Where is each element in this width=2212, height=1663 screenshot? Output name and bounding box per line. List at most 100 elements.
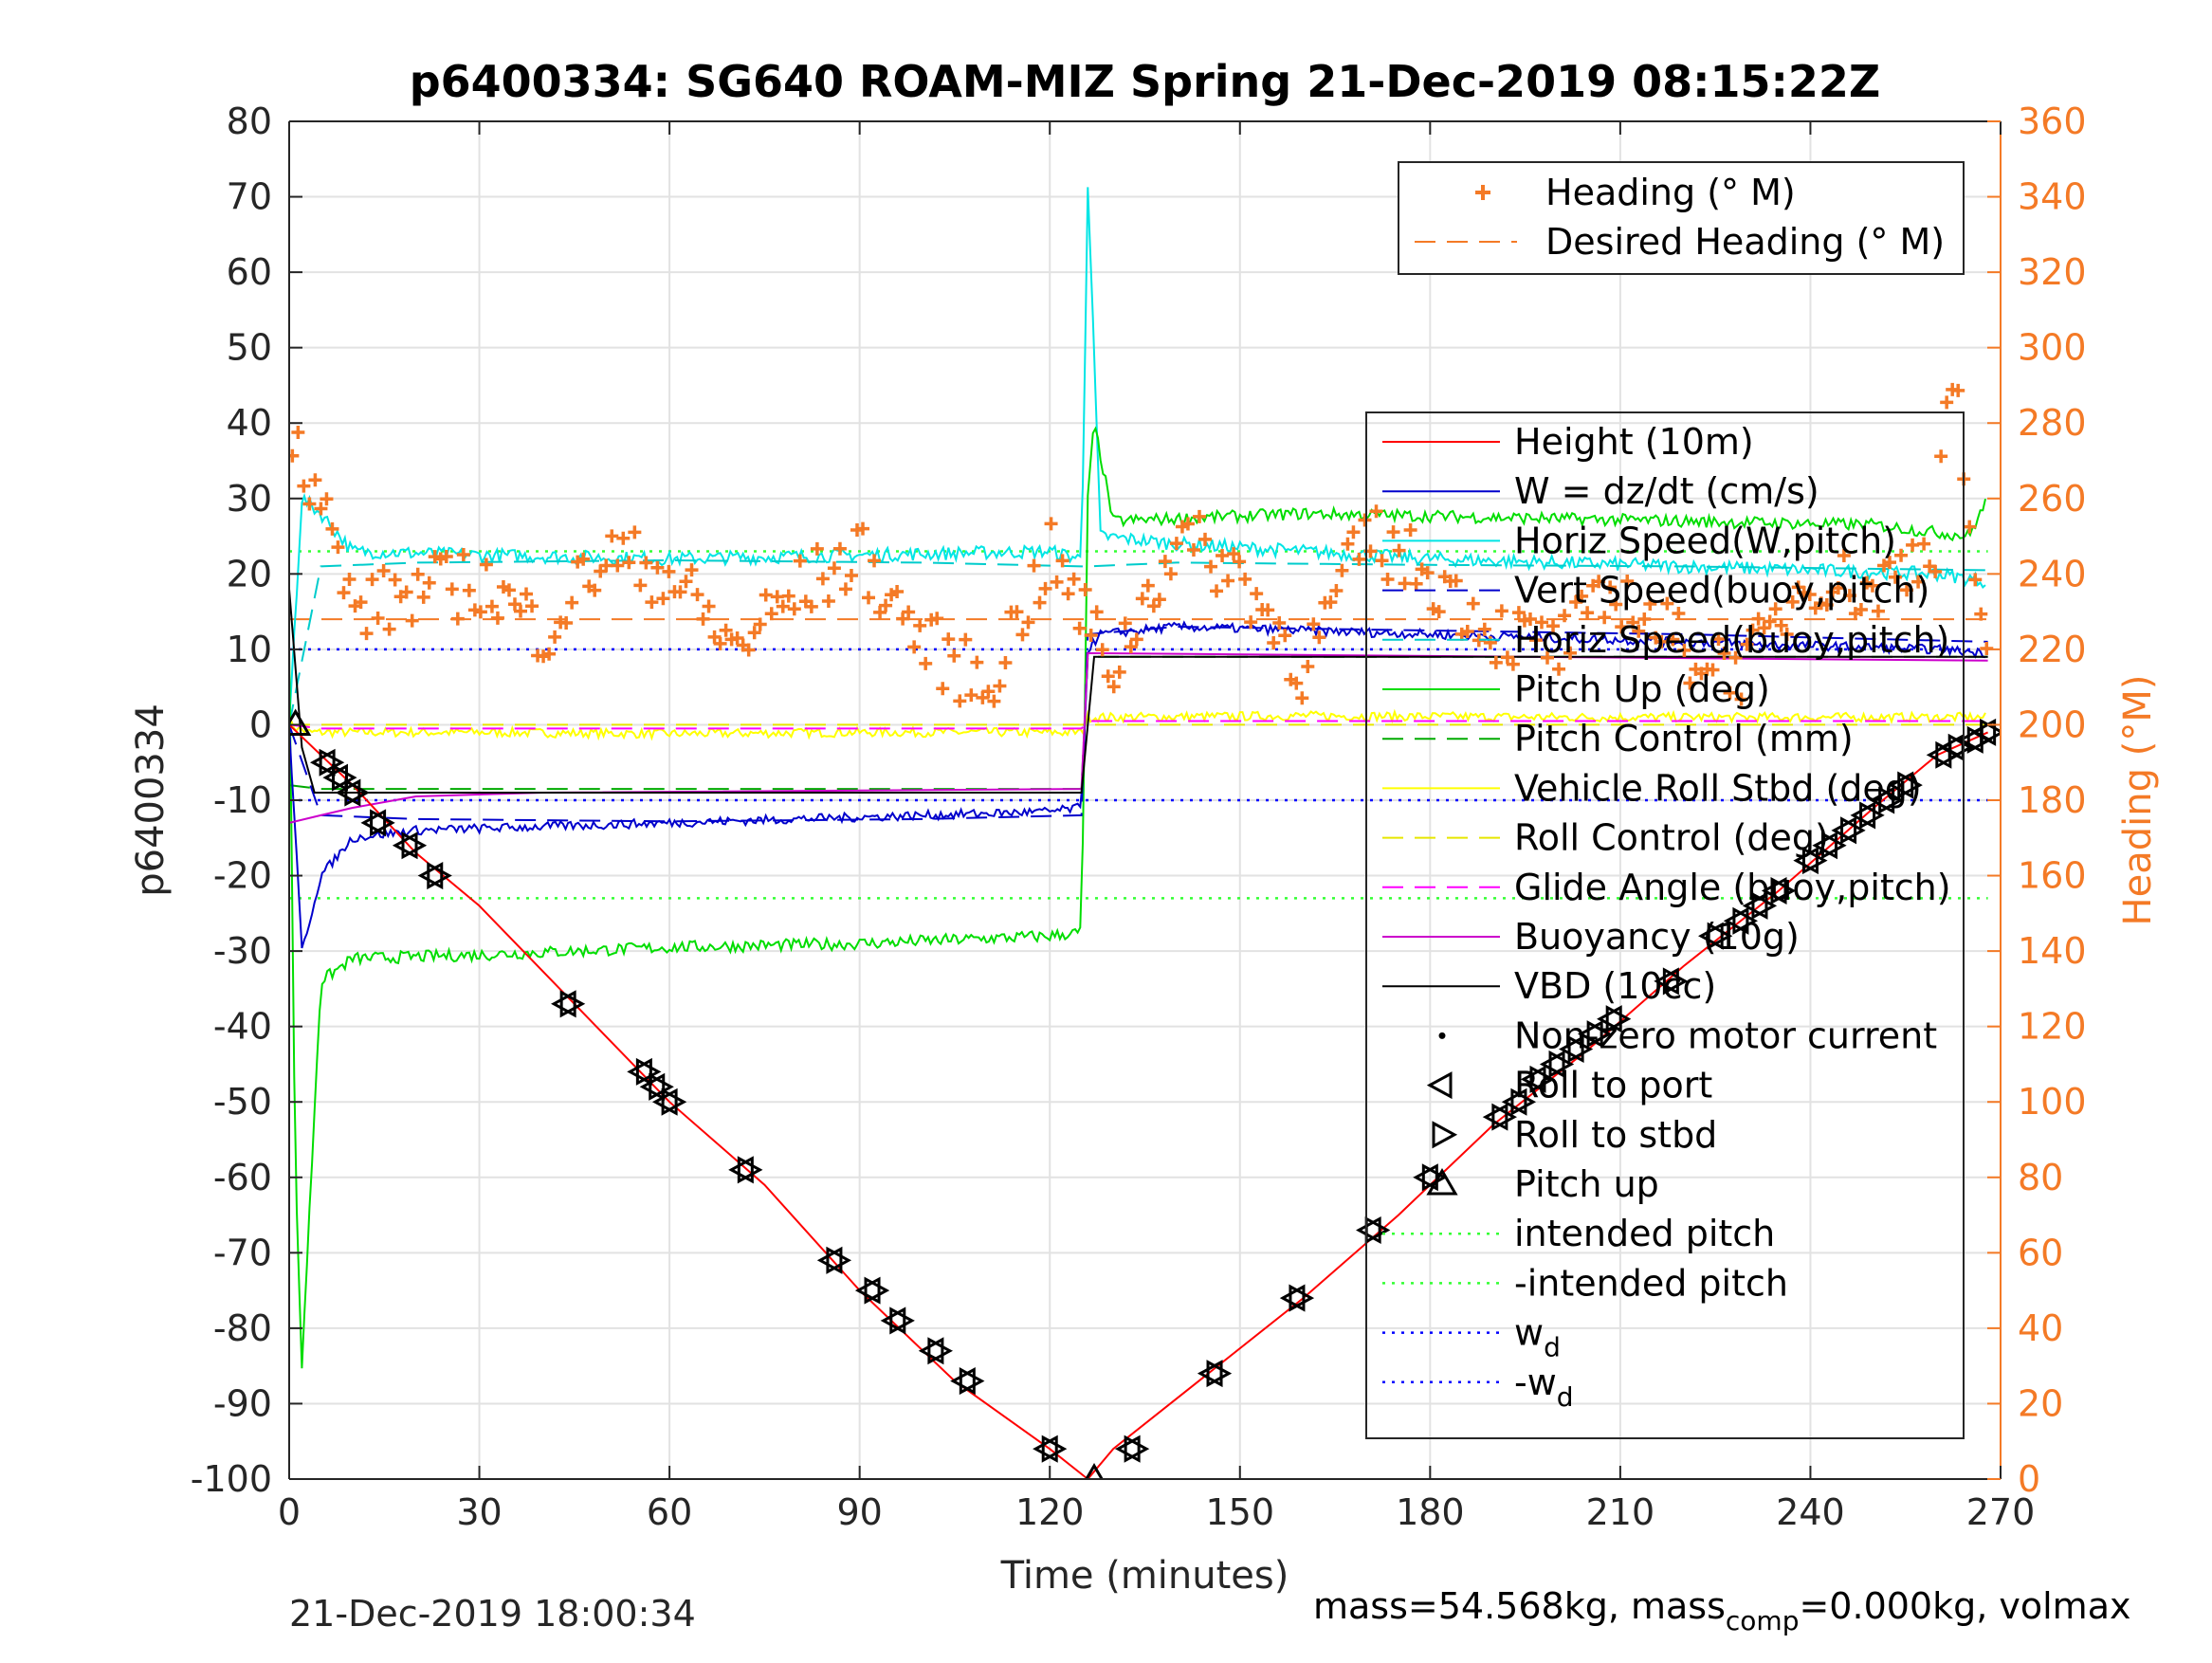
heading-point	[462, 583, 476, 597]
heading-point	[628, 525, 642, 539]
roll-to-stbd-marker	[319, 748, 345, 777]
footer-mass-info: mass=54.568kg, masscomp=0.000kg, volmax	[1313, 1585, 2130, 1636]
heading-point	[302, 497, 317, 511]
y-tick-label: -50	[213, 1081, 272, 1123]
heading-point	[930, 612, 944, 626]
heading-point	[342, 572, 356, 586]
heading-point	[314, 502, 328, 516]
series-horiz-speed-buoy-pitch	[289, 558, 1988, 725]
y2-tick-label: 60	[2018, 1232, 2063, 1273]
series-w-dz-dt-cm-s	[289, 620, 1986, 949]
mass-suffix: =0.000kg, volmax	[1799, 1585, 2131, 1627]
roll-to-port-marker	[1558, 1035, 1584, 1064]
heading-point	[1409, 576, 1423, 591]
heading-point	[1677, 643, 1691, 657]
legend-label: intended pitch	[1514, 1213, 1775, 1254]
heading-point	[832, 541, 847, 556]
heading-point	[719, 623, 733, 637]
y2-axis-label: Heading (°M)	[2116, 675, 2160, 926]
legend-main: Height (10m) W = dz/dt (cm/s) Horiz Speed(…	[1365, 411, 1965, 1439]
y-tick-label: -30	[213, 930, 272, 972]
heading-point	[1101, 669, 1115, 684]
x-tick-label: 90	[836, 1491, 882, 1533]
heading-point	[1802, 587, 1817, 601]
legend-label: Buoyancy (10g)	[1514, 916, 1800, 958]
roll-to-port-marker	[880, 1307, 906, 1335]
heading-point	[1603, 580, 1618, 594]
roll-to-port-marker	[627, 1057, 652, 1086]
x-tick-label: 270	[1966, 1491, 2036, 1533]
roll-to-port-marker	[1654, 967, 1679, 996]
heading-point	[1129, 632, 1143, 647]
heading-point	[1837, 549, 1851, 563]
heading-point	[1711, 631, 1726, 646]
heading-point	[1906, 538, 1920, 552]
legend-label: Horiz Speed(buoy,pitch)	[1514, 619, 1949, 661]
roll-to-port-marker	[1869, 786, 1895, 814]
y2-tick-label: 0	[2018, 1458, 2040, 1500]
heading-point	[325, 521, 339, 536]
heading-point	[559, 616, 574, 630]
heading-point	[815, 572, 830, 586]
heading-point	[1728, 650, 1743, 665]
heading-point	[673, 585, 687, 599]
heading-point	[1089, 605, 1104, 619]
heading-point	[902, 605, 916, 619]
heading-point	[879, 598, 893, 612]
heading-point	[1528, 633, 1543, 648]
heading-point	[1968, 573, 1983, 587]
heading-point	[289, 448, 300, 463]
roll-to-stbd-marker	[1897, 771, 1923, 799]
roll-to-stbd-marker	[331, 763, 357, 792]
roll-to-port-marker	[551, 990, 576, 1018]
heading-point	[1865, 578, 1879, 593]
heading-point	[696, 612, 710, 626]
roll-to-stbd-marker	[1751, 891, 1778, 920]
x-tick-label: 30	[456, 1491, 502, 1533]
heading-point	[371, 612, 385, 626]
series-vehicle-roll-stbd-deg	[289, 708, 1986, 741]
legend-label: -wd	[1514, 1361, 1574, 1413]
heading-point	[947, 649, 961, 663]
heading-point	[1295, 691, 1309, 705]
series-vert-speed-buoy-pitch	[289, 625, 1988, 823]
heading-point	[936, 682, 950, 696]
y2-tick-label: 220	[2018, 629, 2087, 670]
heading-point	[588, 583, 602, 597]
y-tick-label: -40	[213, 1006, 272, 1048]
heading-point	[1854, 602, 1868, 616]
roll-to-port-marker	[1793, 847, 1819, 875]
roll-to-port-marker	[918, 1337, 944, 1365]
roll-to-port-marker	[1888, 771, 1914, 799]
roll-to-stbd-marker	[1966, 725, 1993, 754]
heading-point	[1592, 575, 1606, 589]
x-tick-label: 150	[1206, 1491, 1275, 1533]
heading-point	[1033, 595, 1047, 610]
roll-to-stbd-marker	[927, 1337, 954, 1365]
roll-to-port-marker	[1742, 891, 1768, 920]
heading-point	[359, 627, 374, 641]
legend-symbol-stbd	[1432, 1121, 1458, 1149]
heading-point	[856, 521, 870, 536]
heading-point	[1615, 620, 1629, 634]
legend-main-box	[1365, 411, 1965, 1439]
roll-to-stbd-marker	[1206, 1360, 1233, 1388]
roll-to-port-marker	[639, 1072, 666, 1101]
heading-point	[1974, 607, 1988, 621]
y2-tick-label: 20	[2018, 1382, 2063, 1424]
heading-point	[1204, 559, 1218, 574]
heading-point	[1883, 556, 1897, 570]
roll-to-stbd-marker	[1980, 718, 2001, 746]
roll-to-port-marker	[1501, 1087, 1527, 1116]
heading-point	[1180, 517, 1195, 531]
heading-point	[291, 425, 305, 439]
y2-tick-label: 280	[2018, 402, 2087, 444]
roll-to-stbd-marker	[864, 1276, 890, 1305]
roll-to-port-marker	[1812, 832, 1837, 860]
heading-point	[1307, 617, 1321, 631]
mass-subscript: comp	[1725, 1605, 1800, 1636]
heading-point	[416, 590, 430, 604]
heading-point	[919, 656, 933, 670]
legend-heading: Heading (° M) Desired Heading (° M)	[1398, 161, 1965, 275]
